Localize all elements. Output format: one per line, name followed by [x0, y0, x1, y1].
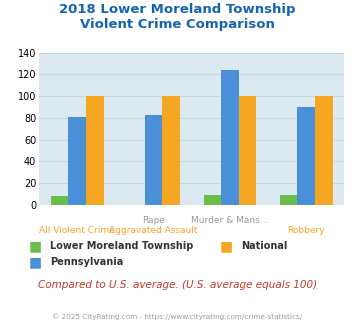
Text: Murder & Mans...: Murder & Mans...	[191, 216, 268, 225]
Bar	[280, 195, 297, 205]
Text: Compared to U.S. average. (U.S. average equals 100): Compared to U.S. average. (U.S. average …	[38, 280, 317, 290]
Text: ■: ■	[28, 255, 42, 269]
Bar	[221, 70, 239, 205]
Bar	[297, 107, 315, 205]
Text: All Violent Crime: All Violent Crime	[39, 226, 115, 235]
Bar	[239, 96, 256, 205]
Text: ■: ■	[220, 239, 233, 253]
Text: Robbery: Robbery	[288, 226, 325, 235]
Text: Lower Moreland Township: Lower Moreland Township	[50, 241, 193, 251]
Bar	[69, 117, 86, 205]
Text: © 2025 CityRating.com - https://www.cityrating.com/crime-statistics/: © 2025 CityRating.com - https://www.city…	[53, 314, 302, 320]
Bar	[203, 195, 221, 205]
Bar	[86, 96, 104, 205]
Text: 2018 Lower Moreland Township
Violent Crime Comparison: 2018 Lower Moreland Township Violent Cri…	[59, 3, 296, 31]
Text: National: National	[241, 241, 288, 251]
Bar	[51, 196, 69, 205]
Text: Aggravated Assault: Aggravated Assault	[109, 226, 198, 235]
Bar	[162, 96, 180, 205]
Bar	[315, 96, 333, 205]
Text: Rape: Rape	[142, 216, 165, 225]
Text: Pennsylvania: Pennsylvania	[50, 257, 123, 267]
Bar	[145, 115, 162, 205]
Text: ■: ■	[28, 239, 42, 253]
